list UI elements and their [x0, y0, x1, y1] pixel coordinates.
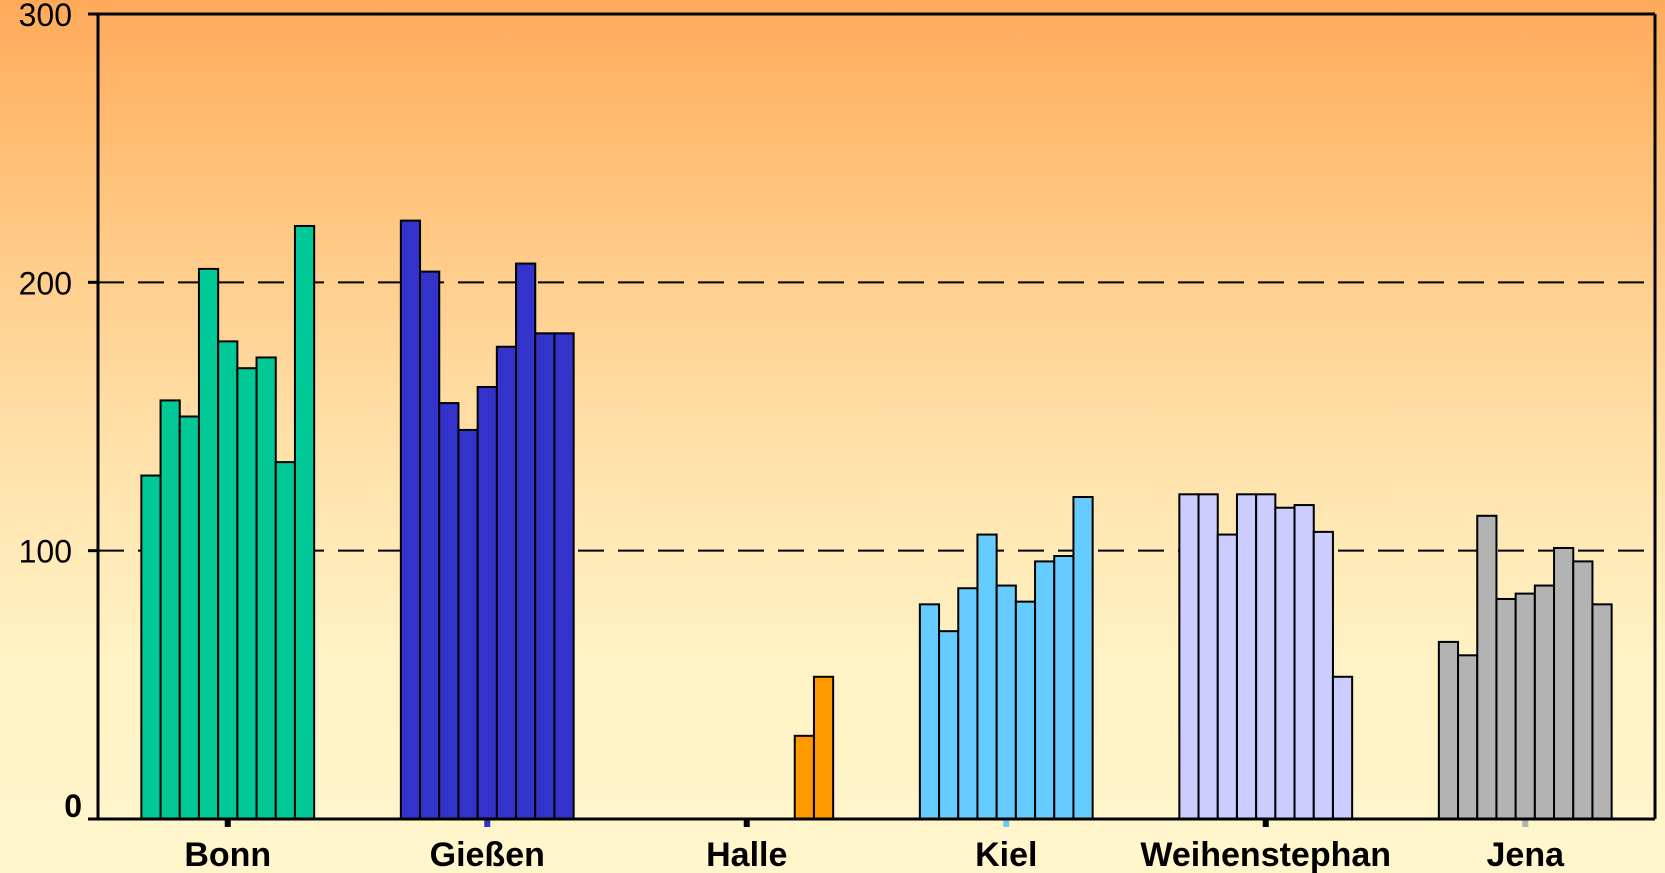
bar-halle-8 — [793, 734, 815, 820]
x-tick-label-bonn: Bonn — [184, 836, 271, 873]
bar-bonn-1 — [140, 474, 162, 820]
bar-bonn-2 — [159, 399, 181, 820]
bar-bonn-8 — [274, 461, 296, 820]
bar-gießen-4 — [457, 428, 479, 820]
bar-jena-2 — [1457, 654, 1479, 820]
labels: Bonn Gießen Halle Kiel Weihenstephan Jena 0 100… — [19, 0, 1565, 873]
bar-bonn-5 — [217, 340, 239, 820]
bar-gießen-3 — [438, 402, 460, 820]
bar-kiel-7 — [1034, 560, 1056, 821]
bar-jena-1 — [1437, 640, 1460, 821]
bar-weihenstephan-3 — [1216, 533, 1238, 820]
bar-weihenstephan-7 — [1293, 504, 1315, 820]
bar-kiel-9 — [1072, 496, 1094, 820]
bar-kiel-2 — [938, 630, 960, 821]
bar-kiel-6 — [1014, 600, 1037, 821]
bar-kiel-1 — [918, 603, 941, 820]
bar-bonn-3 — [178, 415, 200, 820]
axes — [88, 12, 1657, 827]
y-tick-label-300: 300 — [19, 0, 72, 33]
y-tick-label-100: 100 — [19, 534, 72, 570]
x-tick-label-jena: Jena — [1487, 836, 1566, 873]
y-tick-label-200: 200 — [19, 265, 72, 301]
y-tick-label-0: 0 — [64, 788, 82, 824]
bars — [140, 219, 1613, 821]
x-tick-halle — [743, 820, 750, 827]
bar-bonn-4 — [197, 267, 220, 820]
bar-gießen-6 — [495, 345, 518, 820]
bar-jena-6 — [1533, 584, 1556, 820]
bar-weihenstephan-4 — [1235, 493, 1258, 820]
bar-weihenstephan-1 — [1178, 493, 1200, 820]
x-tick-jena — [1522, 820, 1529, 827]
bar-kiel-4 — [976, 533, 998, 820]
bar-bonn-9 — [293, 224, 316, 820]
x-tick-label-weihenstephan: Weihenstephan — [1140, 836, 1391, 873]
bar-gießen-1 — [399, 219, 422, 821]
bar-weihenstephan-6 — [1274, 506, 1296, 820]
bar-weihenstephan-8 — [1312, 530, 1334, 821]
x-tick-bonn — [224, 820, 231, 827]
x-tick-label-halle: Halle — [706, 836, 787, 873]
x-tick-kiel — [1003, 820, 1010, 827]
bar-bonn-7 — [255, 356, 277, 820]
bar-jena-8 — [1572, 560, 1594, 821]
bar-halle-9 — [812, 675, 835, 820]
x-tick-gießen — [484, 820, 491, 827]
bar-weihenstephan-5 — [1255, 493, 1277, 820]
bar-jena-7 — [1553, 546, 1575, 820]
x-tick-label-kiel: Kiel — [975, 836, 1037, 873]
bar-weihenstephan-9 — [1331, 675, 1354, 820]
gridlines — [98, 281, 1655, 552]
x-tick-label-gießen: Gießen — [430, 836, 545, 873]
bar-gießen-8 — [534, 332, 556, 820]
bar-kiel-8 — [1053, 555, 1075, 820]
bar-jena-5 — [1514, 592, 1536, 820]
bar-gießen-9 — [553, 332, 575, 820]
bar-gießen-2 — [419, 270, 441, 821]
bar-kiel-3 — [957, 587, 979, 820]
x-tick-weihenstephan — [1262, 820, 1269, 827]
bar-weihenstephan-2 — [1197, 493, 1219, 820]
bar-jena-4 — [1495, 597, 1517, 821]
bar-gießen-5 — [476, 385, 498, 820]
bar-kiel-5 — [995, 584, 1017, 820]
bar-gießen-7 — [515, 262, 537, 820]
bar-jena-9 — [1591, 603, 1613, 820]
bar-jena-3 — [1476, 514, 1498, 820]
bar-bonn-6 — [236, 367, 258, 820]
